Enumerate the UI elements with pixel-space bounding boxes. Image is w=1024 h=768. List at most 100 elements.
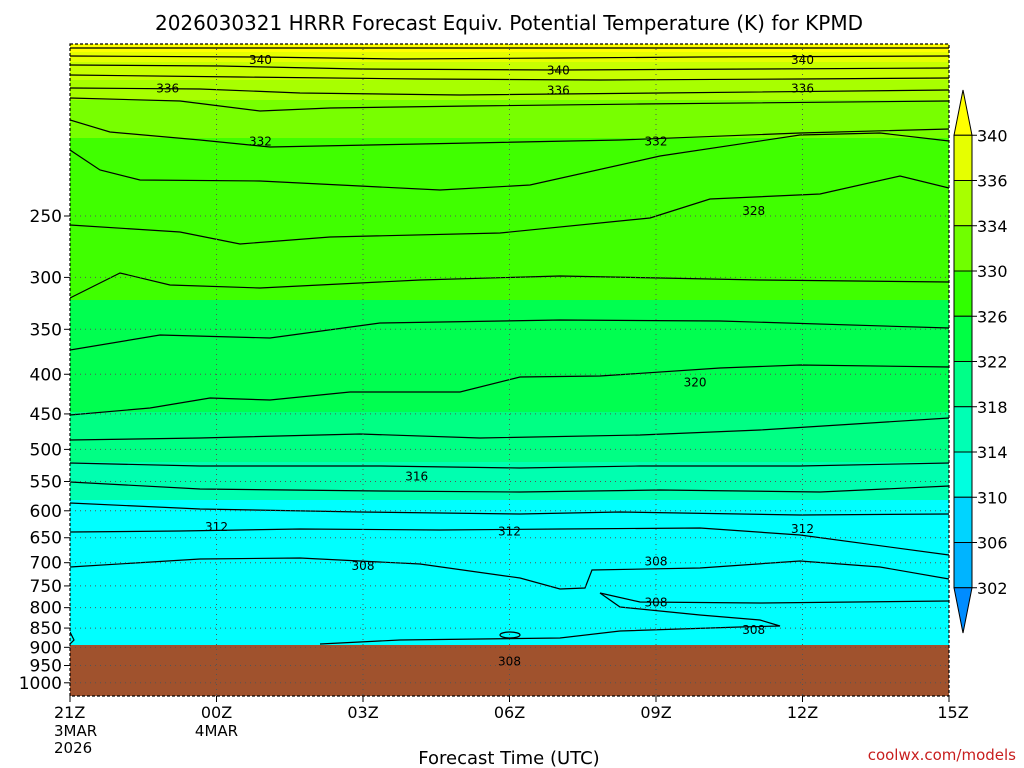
contour-line [70,119,949,148]
y-tick-label: 250 [30,207,62,227]
y-tick-label: 500 [30,440,62,460]
contour-band [70,300,949,412]
contour-label: 340 [547,63,570,77]
contour-line [70,417,949,441]
contour-label: 308 [645,554,668,568]
plot-area: 340 340 340 336 336 336 332 332 328 320 316 312 312 3… [69,43,950,697]
x-tick-sublabel: 3MAR [54,722,97,740]
x-tick-label: 21Z [54,703,85,722]
x-tick-label: 00Z [201,703,232,722]
colorbar-swatch [953,180,973,227]
x-tick-label: 03Z [347,703,378,722]
contour-line [70,462,949,469]
y-tick-label: 850 [30,619,62,639]
colorbar-swatch [953,361,973,408]
contour-label: 340 [791,53,814,67]
contour-label: 336 [156,82,179,96]
contour-label: 312 [791,522,814,536]
contour-line [70,55,949,60]
chart-title: 2026030321 HRRR Forecast Equiv. Potentia… [155,11,863,35]
contour-label: 336 [791,82,814,96]
y-tick-label: 800 [30,599,62,619]
contour-label: 340 [249,53,272,67]
contour-label: 332 [249,134,272,148]
contour-label: 316 [405,469,428,483]
colorbar-swatch [953,134,973,181]
credit-text: coolwx.com/models [868,746,1016,764]
colorbar-swatch [953,406,973,453]
contour-line [599,592,949,604]
colorbar-swatch-bottom-arrow [953,587,973,634]
colorbar-level-label: 314 [977,443,1008,462]
colorbar-swatch [953,225,973,272]
contour-line [70,319,949,351]
contour-line [70,631,75,645]
colorbar: 340 336 334 330 326 322 318 314 310 306 302 [953,89,1008,634]
contour-label: 336 [547,84,570,98]
contour-label: 308 [645,596,668,610]
contour-label: 320 [684,375,707,389]
colorbar-swatch [953,270,973,317]
contour-line [70,97,949,112]
x-tick-label: 15Z [937,703,968,722]
terrain-below-surface [70,645,949,696]
colorbar-swatch [953,496,973,543]
contour-line [70,364,949,416]
contour-band [70,62,949,80]
contour-label: 328 [742,204,765,218]
grid-lines [70,44,949,696]
colorbar-level-label: 302 [977,579,1008,598]
x-tick-label: 09Z [640,703,671,722]
contour-line [70,557,949,590]
contour-lines [70,47,949,645]
contour-label: 308 [742,623,765,637]
contour-line [70,502,949,516]
x-axis-label: Forecast Time (UTC) [418,748,599,768]
colorbar-swatch-top-arrow [953,89,973,136]
contour-line [319,592,781,645]
colorbar-swatch [953,315,973,362]
colorbar-level-label: 310 [977,488,1008,507]
y-tick-label: 700 [30,554,62,574]
y-tick-label: 450 [30,405,62,425]
y-tick-label: 750 [30,577,62,597]
colorbar-swatch [953,542,973,589]
y-tick-label: 1000 [19,674,62,694]
colorbar-level-label: 336 [977,172,1008,191]
contour-label: 308 [498,654,521,668]
contour-line [70,87,949,96]
x-tick-label: 12Z [787,703,818,722]
y-tick-label: 550 [30,472,62,492]
x-tick-sublabel: 4MAR [195,722,238,740]
colorbar-level-label: 326 [977,307,1008,326]
y-tick-label: 600 [30,502,62,522]
colorbar-level-label: 306 [977,534,1008,553]
colorbar-level-label: 330 [977,262,1008,281]
contour-line [499,631,521,639]
y-tick-label: 650 [30,529,62,549]
contour-label: 312 [205,520,228,534]
contour-line [70,175,949,245]
contour-line [70,481,949,493]
x-tick-label: 06Z [494,703,525,722]
y-tick-label: 950 [30,657,62,677]
colorbar-level-label: 322 [977,353,1008,372]
y-tick-label: 900 [30,638,62,658]
colorbar-swatch [953,451,973,498]
x-tick-sublabel: 2026 [54,739,92,757]
contour-band [70,500,949,645]
y-tick-label: 300 [30,268,62,288]
colorbar-level-label: 340 [977,126,1008,145]
contour-label: 312 [498,524,521,538]
colorbar-level-label: 318 [977,398,1008,417]
contour-labels: 340 340 340 336 336 336 332 332 328 320 316 312 312 3… [156,53,814,669]
y-tick-label: 400 [30,365,62,385]
contour-line [70,272,949,299]
colorbar-level-label: 334 [977,217,1008,236]
contour-line [70,64,949,71]
contour-label: 308 [352,559,375,573]
y-tick-label: 350 [30,320,62,340]
contour-line [70,132,949,191]
